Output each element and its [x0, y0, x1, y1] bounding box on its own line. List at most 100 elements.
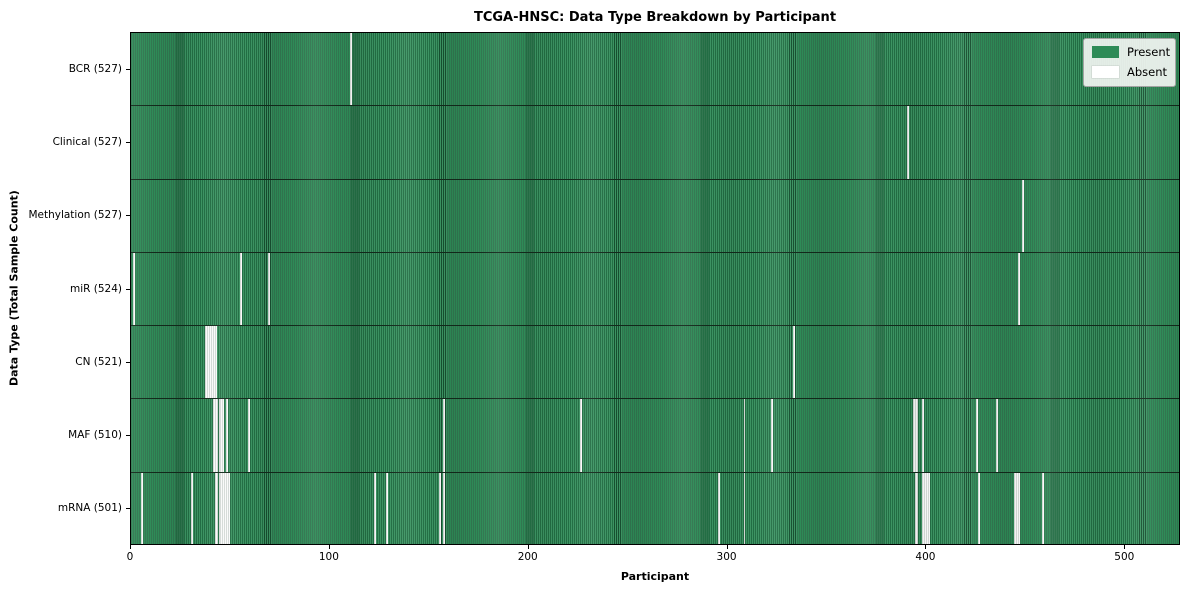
absent-stripe [928, 472, 931, 544]
x-tick-mark [726, 545, 728, 549]
absent-stripe [222, 399, 225, 472]
absent-stripe [228, 472, 231, 544]
heatmap-row-mrna [131, 472, 1179, 544]
heatmap-row-methylation [131, 179, 1179, 253]
absent-stripe [385, 472, 388, 544]
absent-stripe [1021, 179, 1024, 252]
heatmap-row-clinical [131, 106, 1179, 180]
legend-label-absent: Absent [1127, 65, 1168, 79]
absent-stripe [922, 472, 925, 544]
absent-stripe [916, 399, 919, 472]
legend-swatch-present-icon [1092, 46, 1119, 58]
absent-stripe [717, 472, 720, 544]
y-tick-mark [126, 508, 130, 510]
x-axis-label: Participant [620, 570, 690, 583]
absent-stripe [218, 399, 221, 472]
y-tick-mark [126, 435, 130, 437]
absent-stripe [140, 472, 143, 544]
y-axis-tick-label: MAF (510) [68, 429, 122, 442]
absent-stripe [1015, 472, 1018, 544]
absent-stripe [268, 252, 271, 326]
absent-stripe [743, 399, 746, 472]
absent-stripe [204, 326, 207, 399]
heatmap-row-maf [131, 399, 1179, 473]
absent-stripe [190, 472, 193, 544]
absent-stripe [210, 326, 213, 399]
absent-stripe [226, 472, 229, 544]
absent-stripe [212, 326, 215, 399]
heatmap-row-bcr [131, 33, 1179, 107]
legend: Present Absent [1083, 38, 1176, 87]
absent-stripe [914, 399, 917, 472]
chart-title: TCGA-HNSC: Data Type Breakdown by Partic… [473, 10, 837, 25]
y-tick-mark [126, 141, 130, 143]
absent-stripe [220, 472, 223, 544]
y-axis-tick-label: BCR (527) [68, 62, 122, 75]
absent-stripe [771, 399, 774, 472]
x-axis-tick-label: 500 [1114, 551, 1135, 563]
absent-stripe [208, 326, 211, 399]
heatmap-row-mir [131, 252, 1179, 327]
absent-stripe [214, 399, 217, 472]
x-tick-mark [328, 545, 330, 549]
absent-stripe [222, 472, 225, 544]
x-axis-tick-label: 100 [318, 551, 339, 563]
absent-stripe [793, 326, 796, 399]
absent-stripe [248, 399, 251, 472]
absent-stripe [216, 399, 219, 472]
absent-stripe [743, 472, 746, 544]
y-tick-mark [126, 215, 130, 217]
absent-stripe [996, 399, 999, 472]
absent-stripe [914, 472, 917, 544]
absent-stripe [1017, 252, 1020, 326]
absent-stripe [216, 472, 219, 544]
absent-stripe [580, 399, 583, 472]
y-axis-tick-label: mRNA (501) [57, 502, 122, 515]
y-tick-mark [126, 361, 130, 363]
x-tick-mark [1124, 545, 1126, 549]
y-tick-mark [126, 68, 130, 70]
absent-stripe [916, 472, 919, 544]
x-tick-mark [130, 545, 131, 549]
absent-stripe [220, 399, 223, 472]
legend-item-absent: Absent [1092, 65, 1167, 79]
absent-stripe [226, 399, 229, 472]
absent-stripe [978, 472, 981, 544]
absent-stripe [926, 472, 929, 544]
absent-stripe [206, 326, 209, 399]
absent-stripe [922, 399, 925, 472]
absent-stripe [224, 472, 227, 544]
legend-item-present: Present [1092, 45, 1171, 59]
y-axis-tick-label: Clinical (527) [52, 135, 122, 148]
absent-stripe [212, 399, 215, 472]
absent-stripe [132, 252, 135, 326]
y-axis-tick-label: Methylation (527) [28, 209, 122, 222]
legend-swatch-absent-icon [1092, 66, 1119, 78]
absent-stripe [439, 472, 442, 544]
x-tick-mark [527, 545, 529, 549]
y-axis-tick-label: miR (524) [69, 282, 122, 295]
heatmap-row-cn [131, 326, 1179, 400]
absent-stripe [443, 472, 446, 544]
absent-stripe [240, 252, 243, 326]
x-tick-mark [925, 545, 927, 549]
x-axis-tick-label: 300 [716, 551, 737, 563]
plot-area [130, 32, 1180, 545]
y-axis-tick-label: CN (521) [75, 355, 122, 368]
x-axis-tick-label: 200 [517, 551, 538, 563]
absent-stripe [906, 106, 909, 179]
x-axis-tick-label: 400 [915, 551, 936, 563]
absent-stripe [1017, 472, 1020, 544]
absent-stripe [924, 472, 927, 544]
absent-stripe [1041, 472, 1044, 544]
absent-stripe [349, 33, 352, 106]
absent-stripe [373, 472, 376, 544]
absent-stripe [218, 472, 221, 544]
absent-stripe [443, 399, 446, 472]
legend-label-present: Present [1127, 45, 1171, 59]
absent-stripe [1013, 472, 1016, 544]
absent-stripe [912, 399, 915, 472]
absent-stripe [976, 399, 979, 472]
absent-stripe [214, 472, 217, 544]
